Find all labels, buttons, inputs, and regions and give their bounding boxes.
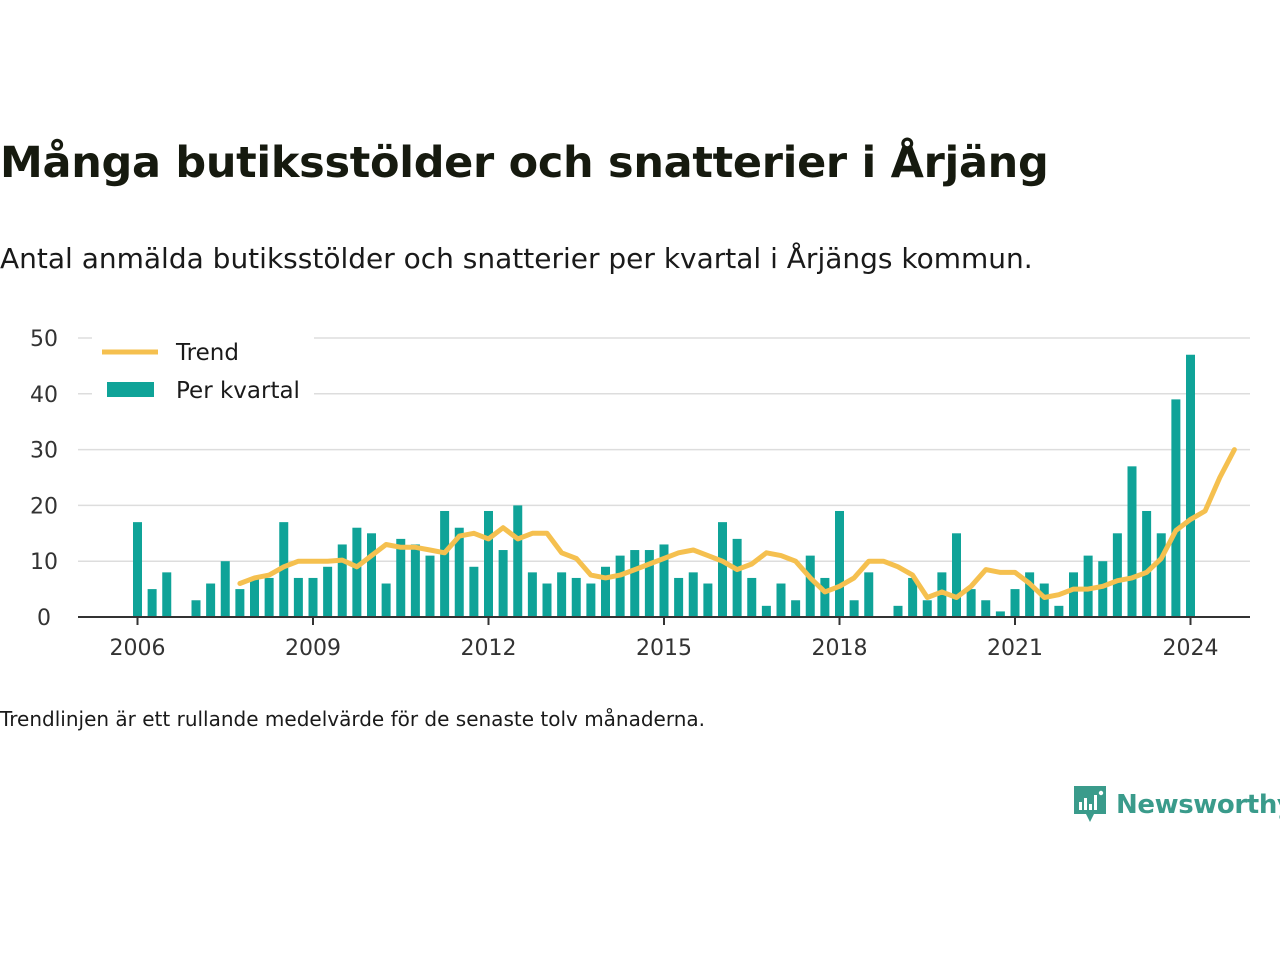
- bar: [615, 555, 625, 617]
- bar: [542, 583, 552, 617]
- x-tick-label: 2012: [461, 636, 517, 661]
- x-tick-label: 2015: [636, 636, 692, 661]
- bar: [747, 577, 757, 617]
- bar: [1142, 510, 1152, 617]
- bar: [776, 583, 786, 617]
- bar: [1010, 589, 1020, 617]
- bar: [952, 533, 961, 617]
- bar: [396, 538, 406, 617]
- x-tick-label: 2006: [110, 636, 166, 661]
- bar: [133, 522, 142, 617]
- bar: [849, 600, 859, 617]
- bar: [966, 589, 976, 617]
- bar: [367, 533, 376, 617]
- bar: [937, 572, 947, 617]
- bar: [630, 550, 640, 617]
- bar: [1083, 555, 1093, 617]
- y-tick-label: 50: [30, 327, 58, 352]
- brand-logo[interactable]: Newsworthy: [1072, 784, 1280, 826]
- bar: [981, 600, 991, 617]
- newsworthy-logo-icon: [1074, 786, 1106, 822]
- x-axis-ticks: 2006 2009 2012 2015 2018 2021 2024: [110, 617, 1219, 661]
- bar: [995, 611, 1005, 617]
- y-tick-label: 10: [30, 550, 58, 575]
- bar: [264, 577, 274, 617]
- line-series-trend: [237, 447, 1237, 600]
- bar: [644, 550, 654, 617]
- bar: [206, 583, 216, 617]
- bar: [410, 544, 420, 617]
- bar: [162, 572, 172, 617]
- bar: [1127, 466, 1137, 617]
- bar: [293, 577, 303, 617]
- bar: [864, 572, 874, 617]
- bar: [352, 527, 362, 617]
- bar: [805, 555, 815, 617]
- bar: [688, 572, 698, 617]
- bar: [718, 522, 727, 617]
- bar: [571, 577, 581, 617]
- bar: [835, 510, 844, 617]
- bar: [250, 577, 259, 617]
- bar: [440, 510, 450, 617]
- bar: [454, 527, 464, 617]
- y-tick-label: 20: [30, 494, 58, 519]
- bar: [484, 510, 493, 617]
- x-tick-label: 2021: [987, 636, 1043, 661]
- bar: [1098, 561, 1108, 617]
- bar: [1112, 533, 1122, 617]
- bar: [659, 544, 669, 617]
- bar: [732, 538, 742, 617]
- bar: [1069, 572, 1078, 617]
- x-tick-label: 2018: [812, 636, 868, 661]
- legend-bars-swatch: [107, 382, 154, 397]
- x-tick-label: 2009: [285, 636, 341, 661]
- bar: [469, 566, 479, 617]
- trend-line: [237, 447, 1237, 600]
- bar: [791, 600, 801, 617]
- y-tick-label: 30: [30, 439, 58, 464]
- bar: [557, 572, 567, 617]
- bar: [337, 544, 347, 617]
- bar: [922, 600, 932, 617]
- bar: [703, 583, 713, 617]
- y-tick-label: 0: [37, 606, 51, 631]
- bar: [235, 589, 245, 617]
- bar: [308, 577, 318, 617]
- chart-title: Många butiksstölder och snatterier i Årj…: [0, 138, 1049, 188]
- bar: [674, 577, 684, 617]
- bar: [1186, 354, 1195, 617]
- bar-line-chart: 0 10 20 30 40 50 2006 2009 2012 2015 2018 2021 2024…: [30, 327, 1250, 661]
- y-axis-ticks: 0 10 20 30 40 50: [30, 327, 58, 631]
- legend-trend-label: Trend: [175, 340, 239, 366]
- bar: [1171, 399, 1181, 617]
- y-tick-label: 40: [30, 383, 58, 408]
- legend: Trend Per kvartal: [92, 332, 314, 406]
- bar: [147, 589, 157, 617]
- bar: [191, 600, 201, 617]
- bar: [586, 583, 596, 617]
- bar: [1039, 583, 1049, 617]
- bar: [220, 561, 230, 617]
- bar: [498, 550, 508, 617]
- bar: [527, 572, 537, 617]
- bar: [1054, 605, 1064, 617]
- bar: [1156, 533, 1166, 617]
- brand-name: Newsworthy: [1116, 790, 1280, 820]
- x-tick-label: 2024: [1163, 636, 1219, 661]
- bar: [381, 583, 391, 617]
- bar: [893, 605, 903, 617]
- bar: [601, 566, 610, 617]
- chart-subtitle: Antal anmälda butiksstölder och snatteri…: [0, 242, 1033, 275]
- bar: [323, 566, 333, 617]
- footnote: Trendlinjen är ett rullande medelvärde f…: [0, 707, 706, 731]
- bar: [908, 577, 918, 617]
- bar: [761, 605, 771, 617]
- legend-bars-label: Per kvartal: [176, 378, 300, 404]
- bar: [513, 505, 523, 617]
- bar: [1025, 572, 1035, 617]
- bar-series-per-kvartal: [133, 354, 1195, 617]
- bar: [425, 555, 435, 617]
- bar: [820, 577, 830, 617]
